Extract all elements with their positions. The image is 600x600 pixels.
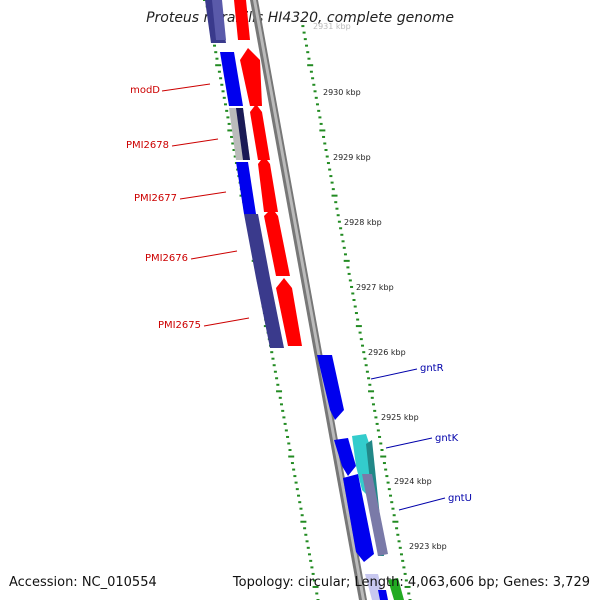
- gene-gntR-bar: [317, 355, 344, 420]
- right-gene-labels: gntR gntK gntU: [370, 363, 472, 511]
- gene-label-gntK: gntK: [435, 433, 459, 444]
- gene-gntU-grey: [362, 474, 388, 556]
- gene-label-gntU: gntU: [448, 493, 472, 504]
- gene-bottom-blue: [378, 590, 388, 600]
- gene-red-4: [264, 208, 290, 276]
- gene-label-modD: modD: [130, 85, 160, 96]
- gene-label-gntR: gntR: [420, 363, 444, 374]
- forward-strand-genes: [234, 0, 302, 346]
- gene-red-3: [258, 156, 278, 212]
- gene-bottom-green: [388, 578, 404, 600]
- gene-label-PMI2678: PMI2678: [126, 140, 169, 151]
- scale-label: 2928 kbp: [344, 218, 382, 227]
- tick-marks: [203, 0, 412, 600]
- gene-red-1: [240, 48, 262, 106]
- lower-genes: [317, 355, 404, 600]
- gene-label-PMI2675: PMI2675: [158, 320, 201, 331]
- scale-label: 2930 kbp: [323, 88, 361, 97]
- scale-label: 2926 kbp: [368, 348, 406, 357]
- gene-red-top: [234, 0, 250, 40]
- scale-label: 2929 kbp: [333, 153, 371, 162]
- gene-PMI2675-bar: [256, 278, 284, 348]
- accession-text: Accession: NC_010554: [9, 575, 157, 590]
- gene-PMI2678-dark: [236, 108, 250, 160]
- scale-labels: 2931 kbp 2930 kbp 2929 kbp 2928 kbp 2927…: [313, 22, 447, 551]
- gene-gntK-bar: [334, 438, 356, 476]
- scale-label: 2931 kbp: [313, 22, 351, 31]
- gene-red-5: [276, 278, 302, 346]
- scale-label: 2924 kbp: [394, 477, 432, 486]
- gene-label-PMI2676: PMI2676: [145, 253, 188, 264]
- gene-PMI2677-bar: [236, 162, 256, 214]
- scale-label: 2923 kbp: [409, 542, 447, 551]
- gene-left-top-edge: [212, 0, 226, 40]
- left-gene-labels: modD PMI2678 PMI2677 PMI2676 PMI2675: [126, 83, 250, 331]
- topology-text: Topology: circular; Length: 4,063,606 bp…: [232, 575, 590, 590]
- reverse-strand-genes: [205, 0, 284, 348]
- gene-PMI2676-bar: [244, 214, 270, 278]
- scale-label: 2927 kbp: [356, 283, 394, 292]
- scale-label: 2925 kbp: [381, 413, 419, 422]
- gene-gntU-bar: [343, 474, 374, 562]
- gene-label-PMI2677: PMI2677: [134, 193, 177, 204]
- gene-red-2: [250, 104, 270, 160]
- gene-modD-bar: [220, 52, 243, 106]
